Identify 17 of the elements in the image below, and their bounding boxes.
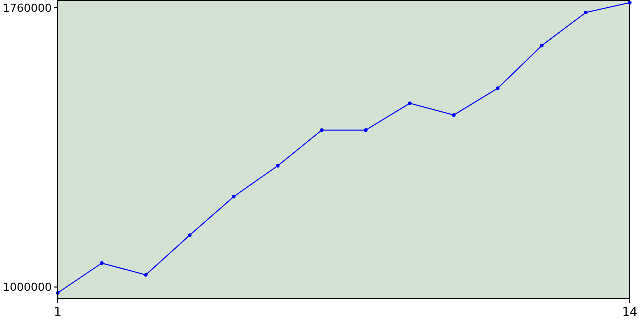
point bbox=[100, 262, 104, 266]
point bbox=[320, 128, 324, 132]
point bbox=[452, 113, 456, 118]
point bbox=[364, 128, 368, 132]
y-tick-label: 1760000 bbox=[3, 2, 52, 15]
point bbox=[408, 102, 412, 106]
point bbox=[144, 273, 148, 277]
y-tick-label: 1000000 bbox=[3, 281, 52, 294]
x-tick-label: 1 bbox=[54, 305, 62, 319]
point bbox=[628, 1, 632, 5]
x-tick-label: 14 bbox=[622, 305, 638, 319]
point bbox=[232, 195, 236, 199]
point bbox=[540, 44, 544, 48]
point bbox=[496, 86, 500, 90]
point bbox=[188, 234, 192, 238]
point bbox=[276, 164, 280, 168]
point bbox=[584, 10, 588, 15]
